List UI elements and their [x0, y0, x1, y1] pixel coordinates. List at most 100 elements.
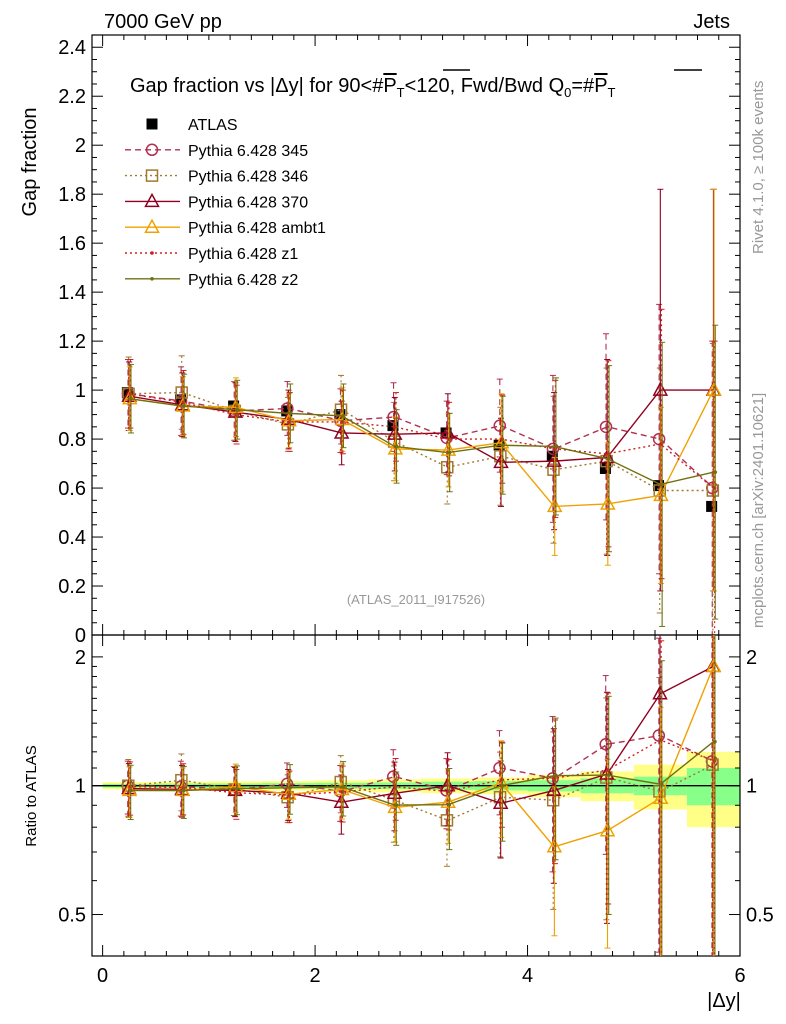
x-tick-label: 2: [310, 965, 321, 987]
mcplots-label: mcplots.cern.ch [arXiv:2401.10621]: [750, 393, 767, 628]
chart-title: Gap fraction vs |Δy| for 90<#PT<120, Fwd…: [130, 75, 616, 100]
legend-marker: [146, 118, 158, 130]
ratio-point: [652, 789, 669, 804]
data-point: [652, 381, 669, 396]
data-point: [122, 390, 138, 405]
data-point: [387, 440, 404, 455]
ratio-point: [387, 793, 401, 807]
ratio-point: [712, 759, 717, 763]
main-y-tick-label: 0.4: [58, 527, 86, 549]
data-point: [281, 405, 293, 417]
main-panel: 0 0.2 0.4 0.6 0.8 1 1.2 1.4 1.6 1.8 2 2.2 2.4 Gap fr…: [19, 34, 741, 647]
data-point: [386, 425, 403, 440]
main-y-tick-label: 1.6: [58, 233, 86, 255]
main-y-tick-label: 0: [75, 625, 86, 647]
series-line: [129, 393, 714, 489]
data-point: [182, 404, 186, 408]
data-point: [706, 381, 722, 396]
legend-marker: [144, 192, 160, 208]
ratio-point: [606, 768, 610, 772]
series-line: [129, 391, 714, 492]
ratio-y-axis-label: Ratio to ATLAS: [23, 745, 40, 846]
ratio-point: [235, 786, 239, 791]
data-point: [129, 396, 133, 401]
ratio-point: [659, 738, 664, 742]
legend-marker: [150, 251, 154, 255]
legend-label: Pythia 6.428 370: [188, 194, 308, 211]
ratio-point: [174, 781, 191, 797]
main-series-group: [121, 188, 722, 635]
ratio-point: [706, 758, 719, 771]
ratio-point: [333, 793, 350, 808]
series-pythia-6-428-z2: [127, 324, 719, 627]
header-energy-label: 7000 GeV pp: [104, 11, 222, 33]
data-point: [546, 442, 560, 456]
ratio-y-tick-label: 0.5: [58, 905, 86, 927]
ratio-point: [447, 802, 452, 807]
ratio-point: [174, 780, 188, 793]
main-y-tick-label: 2.4: [58, 37, 86, 59]
ratio-y-tick-label-right: 1: [746, 776, 757, 798]
main-y-tick-label: 2: [75, 135, 86, 157]
data-point: [493, 453, 509, 469]
ratio-point: [546, 781, 562, 797]
ratio-y-tick-label-right: 2: [746, 647, 757, 669]
ratio-point: [599, 765, 615, 780]
data-point: [500, 437, 504, 441]
ratio-point: [386, 784, 403, 800]
ratio-line: [129, 741, 714, 806]
ratio-point: [500, 778, 504, 782]
ratio-line: [129, 665, 714, 804]
ratio-point: [492, 794, 509, 809]
legend-item: Pythia 6.428 345: [125, 143, 308, 160]
data-point: [387, 420, 399, 432]
legend-marker: [145, 169, 159, 182]
data-point: [659, 442, 664, 446]
series-pythia-6-428-ambt1: [122, 188, 722, 592]
data-point: [288, 411, 293, 416]
ratio-point: [660, 782, 664, 787]
legend-item: ATLAS: [146, 117, 238, 134]
ratio-point: [393, 785, 398, 789]
ratio-point: [606, 773, 611, 777]
ratio-point: [652, 729, 666, 742]
ratio-point: [387, 798, 403, 814]
data-point: [606, 451, 611, 456]
ratio-series-pythia-6-428-z2: [127, 635, 717, 956]
legend-marker: [144, 218, 160, 233]
main-y-tick-label: 0.6: [58, 478, 86, 500]
ratio-point: [493, 774, 510, 789]
data-point: [227, 403, 244, 418]
main-y-tick-label: 1: [75, 380, 86, 402]
x-axis-label: |Δy|: [707, 990, 741, 1012]
data-point: [547, 463, 560, 476]
main-y-tick-label: 1.8: [58, 184, 86, 206]
ratio-point: [387, 770, 400, 783]
series-pythia-6-428-370: [121, 188, 722, 592]
ratio-axes: 0.5 0.5 1 1 2 2 0 2 4 6: [58, 634, 774, 987]
data-point: [660, 482, 664, 487]
ratio-point: [546, 838, 563, 853]
legend-item: Pythia 6.428 z1: [125, 246, 298, 263]
legend-item: Pythia 6.428 370: [125, 192, 308, 211]
data-point: [554, 444, 558, 449]
legend-label: Pythia 6.428 346: [188, 169, 308, 186]
ratio-point: [288, 785, 292, 790]
data-point: [546, 452, 562, 467]
x-tick-label: 6: [734, 965, 745, 987]
ratio-point: [705, 657, 722, 673]
data-point: [713, 470, 718, 474]
ratio-line: [129, 734, 714, 793]
ratio-point: [234, 790, 239, 795]
legend-item: Pythia 6.428 346: [125, 169, 308, 186]
ratio-point: [181, 785, 185, 790]
data-point: [493, 419, 507, 432]
ratio-point: [653, 785, 666, 798]
series-pythia-6-428-z1: [127, 308, 718, 635]
ratio-point: [599, 737, 612, 751]
ratio-point: [287, 793, 292, 797]
ratio-point: [128, 784, 132, 789]
main-y-tick-label: 1.2: [58, 331, 86, 353]
ratio-line: [129, 764, 714, 822]
